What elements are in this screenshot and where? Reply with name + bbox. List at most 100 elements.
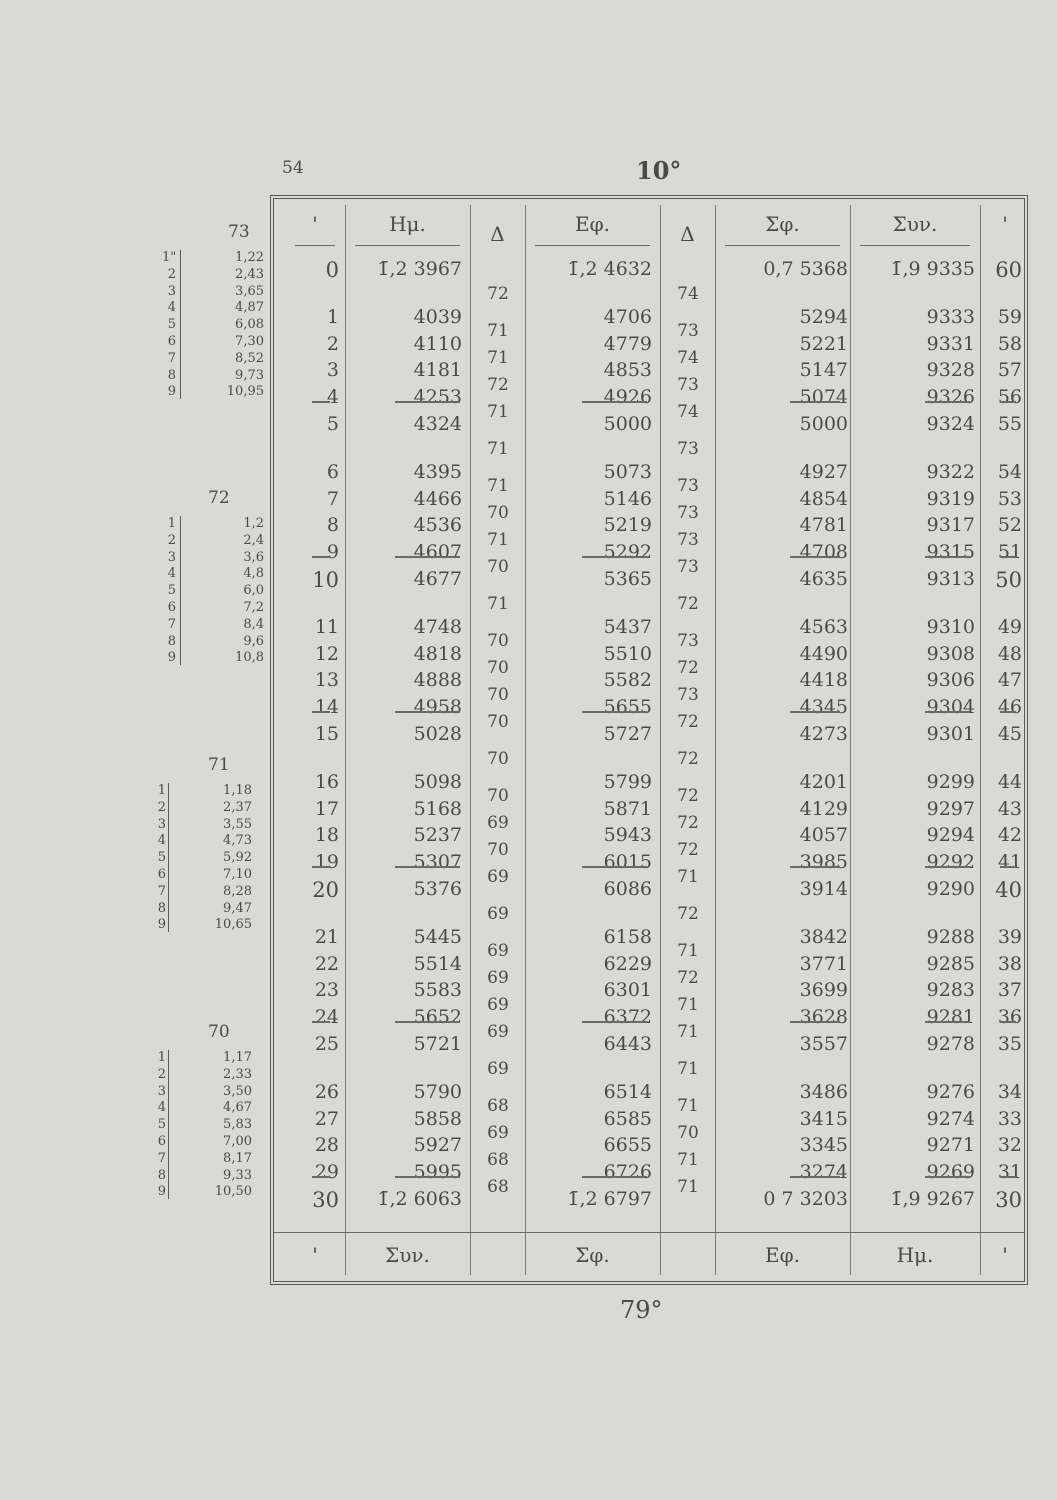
minute-right: 59 (997, 305, 1022, 328)
pp-value: 10,8 (235, 650, 264, 666)
sine-value: 4324 (413, 413, 462, 435)
header-rule (725, 245, 840, 246)
pp-divider (180, 250, 181, 399)
minute-right: 44 (997, 770, 1022, 793)
pp-value: 8,52 (235, 350, 264, 366)
pp-value: 4,67 (223, 1100, 252, 1116)
column-divider (525, 205, 526, 1275)
minute-left: 11 (314, 615, 339, 638)
minute-left: 23 (314, 979, 339, 1002)
pp-value: 1,2 (243, 516, 264, 531)
sine-value: 5514 (413, 952, 462, 975)
tangent-value: 6655 (603, 1134, 652, 1157)
sine-difference: 69 (487, 1058, 509, 1079)
minute-left: 13 (314, 669, 339, 692)
cosine-value: 1̄,9 9267 (890, 1188, 975, 1210)
sine-difference: 69 (487, 941, 509, 962)
cosine-value: 9319 (926, 487, 975, 510)
group-separator (312, 1176, 330, 1178)
pp-value: 10,50 (214, 1184, 252, 1200)
cotangent-value: 5294 (799, 305, 848, 328)
header-cell: Δ (490, 222, 505, 246)
degree-top: 10° (636, 156, 682, 185)
footer-cell: Εφ. (765, 1243, 800, 1267)
minute-right: 43 (997, 797, 1022, 820)
pp-value: 3,6 (243, 549, 264, 565)
pp-title: 70 (208, 1022, 230, 1042)
cotangent-value: 4927 (799, 460, 848, 483)
sine-difference: 70 (487, 631, 509, 652)
pp-digit: 9 (157, 917, 166, 933)
pp-value: 3,50 (223, 1083, 252, 1099)
pp-title: 72 (208, 488, 230, 508)
sine-difference: 70 (487, 684, 509, 705)
minute-left: 30 (312, 1188, 339, 1212)
pp-value: 2,33 (223, 1066, 252, 1082)
cosine-value: 9294 (926, 824, 975, 847)
footer-cell: Σφ. (575, 1243, 610, 1267)
group-separator (395, 711, 460, 713)
group-separator (790, 401, 840, 403)
cosine-value: 9308 (926, 642, 975, 665)
sine-value: 1̄,2 6063 (377, 1188, 462, 1210)
pp-title: 71 (208, 755, 230, 775)
group-separator (395, 866, 460, 868)
tangent-value: 6726 (603, 1161, 652, 1184)
cosine-value: 9322 (926, 460, 975, 483)
sine-difference: 71 (487, 321, 509, 342)
table-frame (270, 195, 1028, 1285)
sine-value: 4607 (413, 541, 462, 564)
minute-right: 56 (997, 386, 1022, 409)
tangent-value: 4853 (603, 359, 652, 382)
tangent-difference: 74 (677, 401, 699, 422)
sine-difference: 68 (487, 1176, 509, 1197)
minute-left: 1 (326, 305, 339, 328)
degree-bottom: 79° (620, 1296, 663, 1324)
pp-value: 9,6 (243, 633, 264, 649)
group-separator (1000, 711, 1016, 713)
cotangent-value: 4781 (799, 514, 848, 537)
pp-divider (180, 516, 181, 665)
pp-value: 2,4 (243, 532, 264, 548)
cosine-value: 1̄,9 9335 (890, 258, 975, 280)
minute-right: 50 (995, 568, 1022, 592)
pp-value: 8,4 (243, 616, 264, 632)
minute-left: 17 (314, 797, 339, 820)
group-separator (1000, 401, 1016, 403)
tangent-difference: 74 (677, 348, 699, 368)
minute-right: 35 (997, 1033, 1022, 1055)
minute-right: 60 (995, 258, 1022, 282)
pp-value: 7,10 (223, 867, 252, 882)
cotangent-value: 4563 (799, 615, 848, 638)
group-separator (582, 1021, 647, 1023)
minute-left: 9 (326, 541, 339, 564)
minute-left: 28 (314, 1134, 339, 1157)
header-cell: ' (312, 212, 318, 236)
pp-value: 4,8 (243, 566, 264, 582)
page-number: 54 (282, 158, 304, 178)
sine-difference: 70 (487, 839, 509, 860)
sine-difference: 71 (487, 593, 509, 614)
cosine-value: 9297 (926, 797, 975, 820)
tangent-value: 5292 (603, 541, 652, 564)
group-separator (790, 866, 840, 868)
pp-digit: 4 (167, 566, 176, 582)
cosine-value: 9278 (926, 1033, 975, 1055)
cosine-value: 9288 (926, 925, 975, 948)
tangent-difference: 71 (677, 941, 699, 962)
sine-value: 1̄,2 3967 (377, 258, 462, 280)
pp-digit: 1 (167, 516, 176, 531)
minute-right: 37 (997, 979, 1022, 1002)
sine-difference: 70 (487, 786, 509, 807)
cosine-value: 9269 (926, 1161, 975, 1184)
cosine-value: 9304 (926, 696, 975, 719)
pp-value: 3,55 (223, 816, 252, 832)
cotangent-value: 3985 (799, 851, 848, 874)
minute-left: 4 (326, 386, 339, 409)
pp-title: 73 (228, 222, 250, 242)
pp-value: 10,65 (214, 917, 252, 933)
sine-difference: 71 (487, 476, 509, 497)
sine-difference: 68 (487, 1149, 509, 1170)
minute-left: 8 (326, 514, 339, 537)
tangent-difference: 72 (677, 968, 699, 988)
